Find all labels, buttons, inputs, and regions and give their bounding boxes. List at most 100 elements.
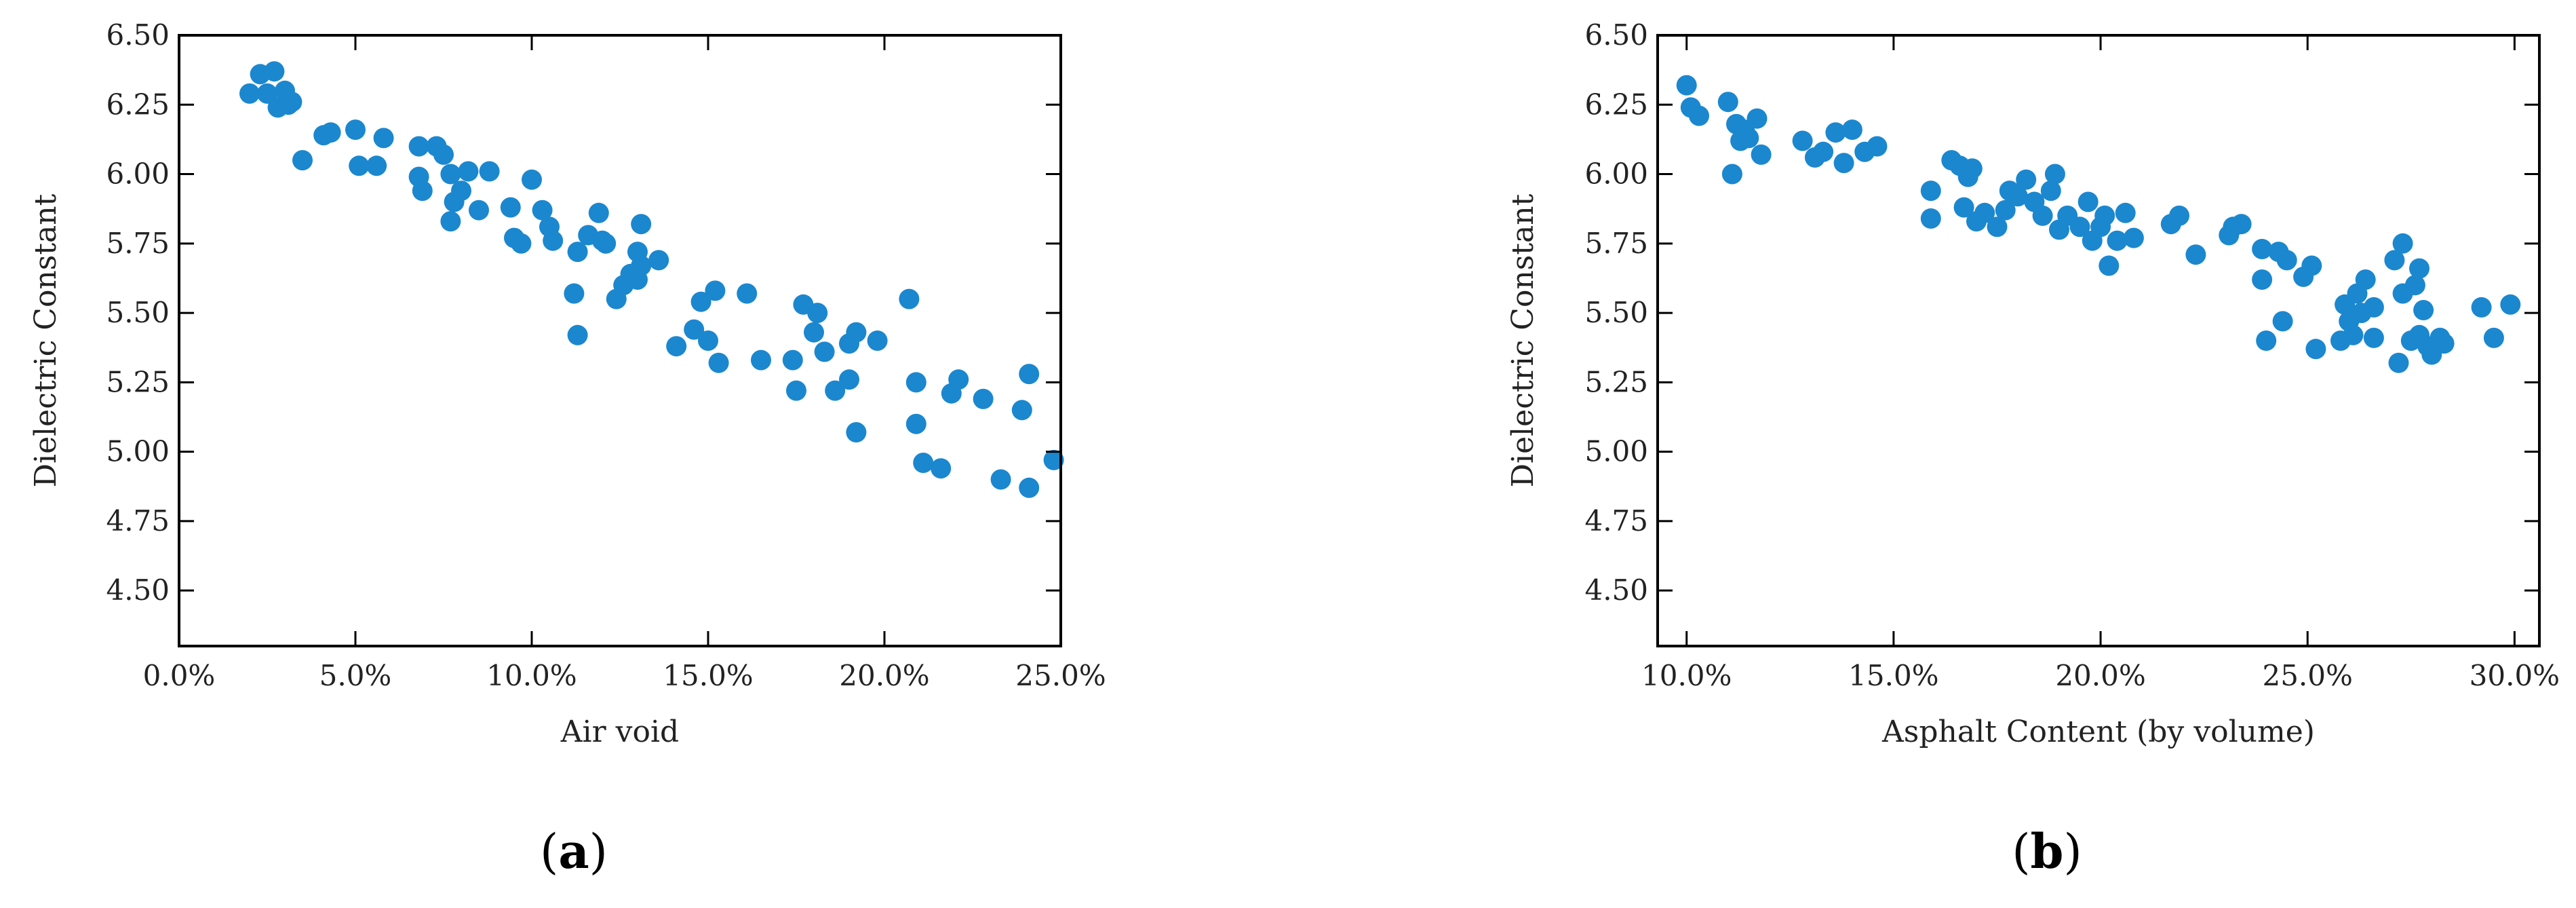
data-point-a-24 xyxy=(458,161,479,182)
x-axis-title-b: Asphalt Content (by volume) xyxy=(1881,715,2315,749)
x-axis-title-a: Air void xyxy=(560,715,679,749)
data-point-a-17 xyxy=(412,181,433,202)
data-point-b-27 xyxy=(1974,202,1995,223)
data-point-a-69 xyxy=(899,288,920,309)
data-point-b-39 xyxy=(2069,216,2090,238)
data-point-b-29 xyxy=(1995,200,2016,221)
data-point-b-61 xyxy=(2301,255,2322,276)
data-point-b-55 xyxy=(2252,269,2273,290)
y-tick-label-b-8: 6.50 xyxy=(1584,18,1648,52)
data-point-a-55 xyxy=(737,283,758,304)
data-point-b-78 xyxy=(2409,258,2429,279)
data-point-a-2 xyxy=(257,83,277,104)
data-point-b-3 xyxy=(1717,92,1738,113)
x-tick-label-a-2: 10.0% xyxy=(486,659,577,692)
data-point-b-47 xyxy=(2123,227,2144,248)
data-point-b-15 xyxy=(1833,153,1854,174)
data-point-a-0 xyxy=(239,83,260,104)
data-point-b-0 xyxy=(1676,75,1697,96)
data-point-b-40 xyxy=(2077,191,2099,212)
data-point-a-7 xyxy=(281,92,303,113)
data-point-a-50 xyxy=(684,319,705,340)
y-tick-label-b-4: 5.50 xyxy=(1584,296,1648,329)
data-point-a-13 xyxy=(366,155,387,176)
data-point-a-64 xyxy=(839,369,859,390)
data-point-b-35 xyxy=(2040,181,2061,202)
data-point-a-78 xyxy=(1011,400,1032,421)
data-point-a-76 xyxy=(973,388,994,409)
data-point-b-14 xyxy=(1825,122,1846,143)
caption-letter-b: b xyxy=(2031,823,2064,879)
x-tick-label-a-5: 25.0% xyxy=(1015,659,1106,692)
data-point-b-18 xyxy=(1867,136,1888,157)
data-point-b-44 xyxy=(2099,255,2120,276)
data-point-b-74 xyxy=(2392,233,2413,254)
data-point-a-27 xyxy=(500,197,521,218)
data-point-a-56 xyxy=(751,349,771,371)
x-tick-label-b-2: 20.0% xyxy=(2055,659,2145,692)
y-tick-label-a-6: 6.00 xyxy=(106,157,170,191)
data-point-a-51 xyxy=(690,291,711,312)
data-point-b-80 xyxy=(2413,300,2434,320)
data-point-a-72 xyxy=(913,453,934,473)
data-point-b-84 xyxy=(2434,333,2455,354)
data-point-a-53 xyxy=(705,280,726,301)
data-point-a-26 xyxy=(479,161,500,182)
data-point-a-54 xyxy=(708,352,729,373)
data-point-b-53 xyxy=(2231,214,2252,235)
scatter-points-a xyxy=(239,61,1064,498)
caption-letter-a: a xyxy=(558,823,589,879)
data-point-a-80 xyxy=(1019,477,1040,498)
data-point-b-28 xyxy=(1987,216,2008,238)
data-point-a-14 xyxy=(373,128,394,149)
data-point-b-9 xyxy=(1746,108,1768,129)
data-point-b-36 xyxy=(2044,164,2065,185)
x-tick-label-b-1: 15.0% xyxy=(1848,659,1938,692)
data-point-a-68 xyxy=(867,330,888,351)
data-point-a-35 xyxy=(567,324,588,345)
scatter-panel-a: 0.0% 5.0% 10.0% 15.0% 20.0% 25.0% 4.50 4.75 5.00… xyxy=(28,18,1106,879)
data-point-b-54 xyxy=(2252,239,2273,259)
caption-a: (a) xyxy=(540,823,608,879)
data-point-a-31 xyxy=(532,200,553,221)
data-point-a-34 xyxy=(564,283,585,304)
y-tick-label-a-2: 5.00 xyxy=(106,435,170,468)
data-point-a-36 xyxy=(567,242,588,263)
data-point-a-23 xyxy=(451,181,471,202)
data-point-b-72 xyxy=(2384,250,2405,271)
data-point-b-25 xyxy=(1962,158,1983,179)
data-point-b-50 xyxy=(2185,244,2206,265)
data-point-a-46 xyxy=(631,255,652,276)
data-point-b-13 xyxy=(1813,141,1834,162)
scatter-points-b xyxy=(1676,75,2521,373)
scatter-panel-b: 10.0% 15.0% 20.0% 25.0% 30.0% 4.50 4.75 5.00 5.2… xyxy=(1506,18,2560,879)
y-tick-label-a-4: 5.50 xyxy=(106,296,170,329)
data-point-a-38 xyxy=(588,202,609,223)
data-point-a-33 xyxy=(543,230,564,251)
data-point-b-23 xyxy=(1953,197,1974,218)
y-tick-label-a-5: 5.75 xyxy=(106,227,170,260)
caption-b: (b) xyxy=(2012,823,2082,879)
y-tick-label-b-3: 5.25 xyxy=(1584,365,1648,398)
data-point-a-48 xyxy=(648,250,669,271)
data-point-a-66 xyxy=(846,322,867,343)
data-point-b-77 xyxy=(2404,275,2425,296)
y-tick-label-b-2: 5.00 xyxy=(1584,435,1648,468)
data-point-a-11 xyxy=(345,119,366,140)
x-tick-label-a-1: 5.0% xyxy=(319,659,392,692)
data-point-b-59 xyxy=(2276,250,2297,271)
data-point-b-43 xyxy=(2094,205,2115,226)
data-point-b-45 xyxy=(2107,230,2128,251)
data-point-b-32 xyxy=(2016,169,2037,190)
data-point-a-19 xyxy=(433,144,454,165)
data-point-a-21 xyxy=(440,211,461,232)
data-point-a-8 xyxy=(292,150,313,171)
y-tick-label-b-6: 6.00 xyxy=(1584,157,1648,191)
data-point-a-57 xyxy=(782,349,803,371)
data-point-b-66 xyxy=(2343,324,2364,345)
data-point-a-67 xyxy=(846,422,867,442)
data-point-a-10 xyxy=(320,122,341,143)
data-point-b-69 xyxy=(2355,269,2376,290)
data-point-a-3 xyxy=(264,61,285,82)
data-point-a-73 xyxy=(931,458,952,479)
